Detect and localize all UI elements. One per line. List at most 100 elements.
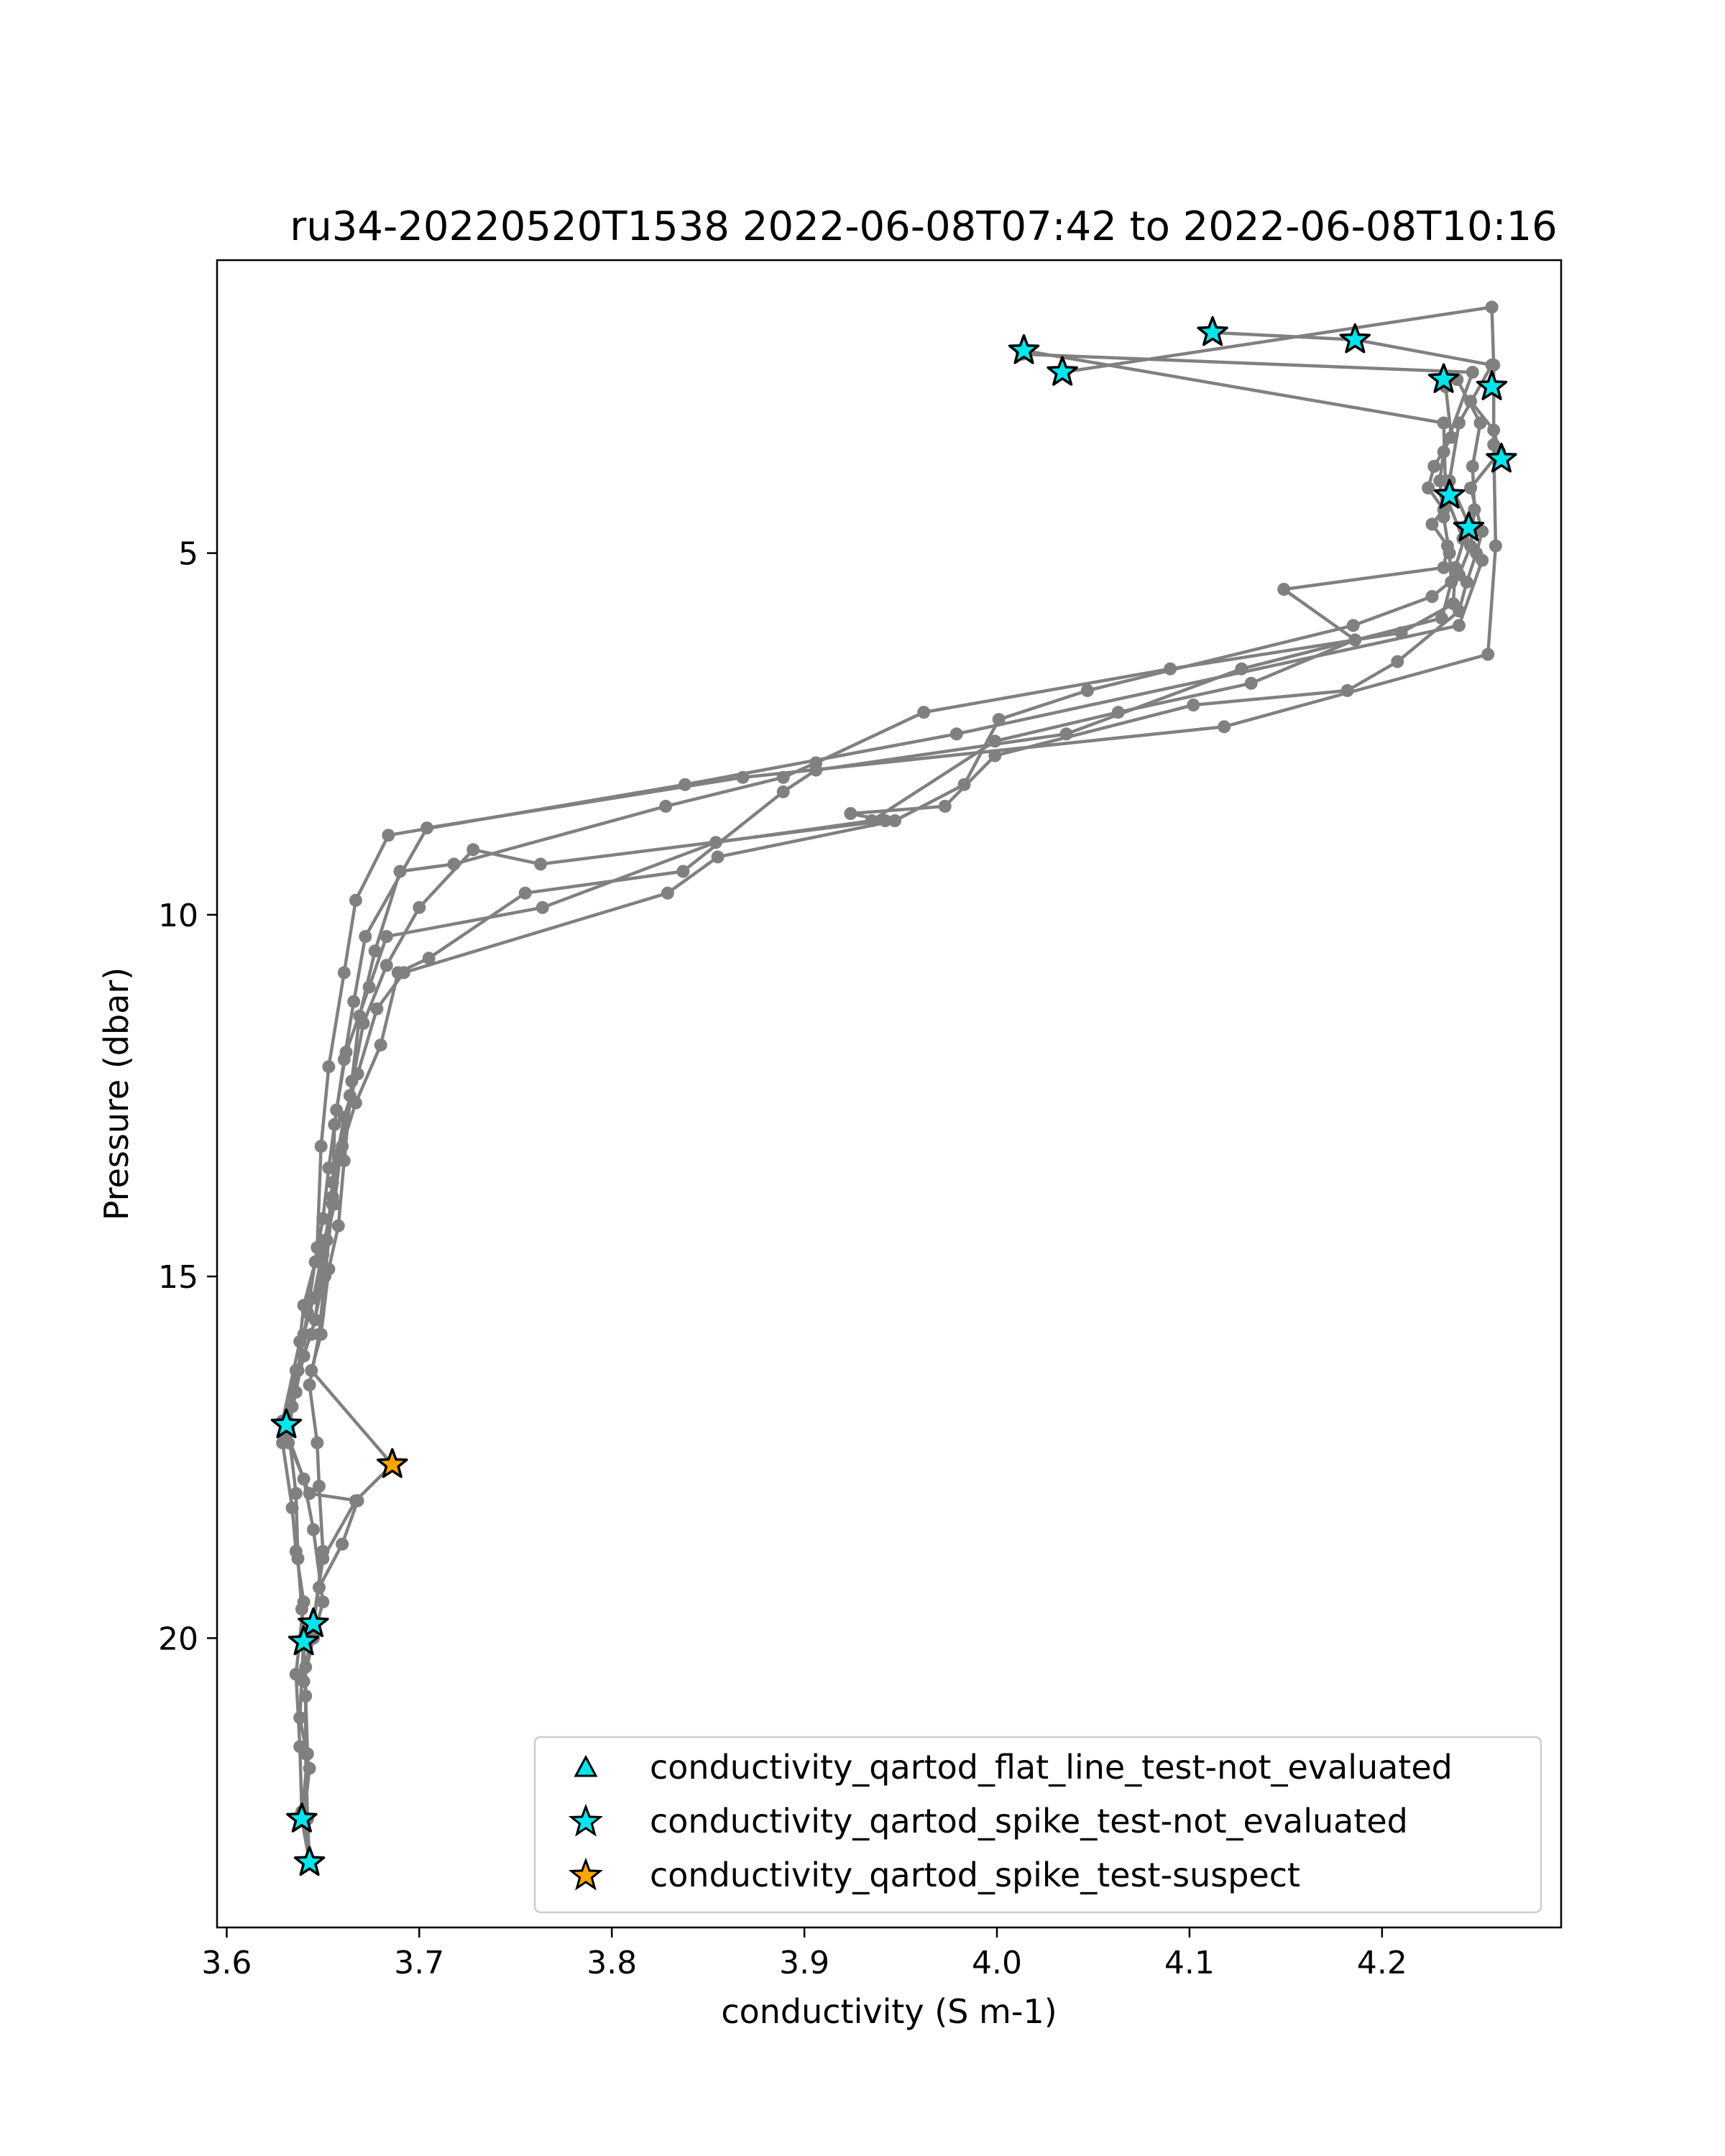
x-axis: 3.6 3.7 3.8 3.9 4.0 4.1 4.2 xyxy=(201,1927,1407,1981)
data-point xyxy=(314,1327,328,1341)
data-point xyxy=(1485,358,1499,372)
data-point xyxy=(988,734,1002,748)
data-point xyxy=(337,966,351,980)
profile-line xyxy=(286,400,1501,1443)
data-point xyxy=(313,1480,326,1493)
data-point xyxy=(393,865,407,878)
data-point xyxy=(1466,366,1479,379)
flag-marker-suspect xyxy=(377,1448,408,1478)
flagged-points-layer xyxy=(270,315,1517,1876)
profile-line xyxy=(286,349,1484,1863)
legend: conductivity_qartod_flat_line_test-not_e… xyxy=(533,1736,1542,1914)
data-point xyxy=(988,749,1002,763)
star-icon xyxy=(568,1857,604,1891)
flag-marker-not-evaluated xyxy=(1453,511,1485,542)
flag-marker-not-evaluated xyxy=(286,1802,318,1833)
flag-marker-not-evaluated xyxy=(1339,323,1371,354)
data-point xyxy=(322,1161,336,1175)
data-point xyxy=(1391,655,1404,668)
legend-label-flat-line-not-evaluated: conductivity_qartod_flat_line_test-not_e… xyxy=(650,1748,1453,1787)
data-point xyxy=(282,1436,295,1450)
star-icon xyxy=(568,1803,604,1837)
legend-label-spike-not-evaluated: conductivity_qartod_spike_test-not_evalu… xyxy=(650,1802,1408,1841)
data-point xyxy=(1466,459,1479,473)
x-tick-label: 4.2 xyxy=(1357,1945,1407,1981)
profile-line xyxy=(298,331,1494,1863)
x-tick-label: 3.7 xyxy=(394,1945,444,1981)
data-point xyxy=(349,893,362,907)
x-axis-label: conductivity (S m-1) xyxy=(721,1992,1057,2031)
data-point xyxy=(844,807,857,820)
data-point xyxy=(368,944,382,958)
data-point xyxy=(1433,474,1447,487)
data-point xyxy=(316,1212,330,1225)
data-point xyxy=(1453,619,1466,632)
data-point xyxy=(659,799,673,813)
data-point xyxy=(362,980,376,994)
data-point xyxy=(888,814,901,827)
data-point xyxy=(466,843,480,857)
data-point xyxy=(736,770,750,784)
data-point xyxy=(878,814,892,827)
data-point xyxy=(420,821,433,835)
data-point xyxy=(307,1523,320,1537)
data-point xyxy=(336,1537,349,1551)
flag-marker-not-evaluated xyxy=(1486,443,1517,473)
data-point xyxy=(1481,648,1495,661)
data-point xyxy=(1470,546,1484,560)
data-point xyxy=(1218,720,1231,734)
data-point xyxy=(1346,619,1360,632)
data-point xyxy=(303,1378,316,1392)
data-point xyxy=(1187,699,1200,711)
flag-marker-not-evaluated xyxy=(1433,479,1466,509)
x-tick-label: 4.0 xyxy=(972,1945,1022,1981)
data-point xyxy=(1427,459,1441,473)
data-point xyxy=(339,1046,353,1059)
legend-marker-spike-not-evaluated xyxy=(568,1803,604,1837)
data-point xyxy=(285,1501,299,1515)
x-tick-label: 3.6 xyxy=(201,1945,252,1981)
data-point xyxy=(917,706,931,719)
data-point xyxy=(1437,416,1450,430)
data-point xyxy=(1277,583,1291,596)
legend-marker-spike-suspect xyxy=(568,1857,604,1891)
data-point xyxy=(1425,517,1439,531)
data-point xyxy=(711,850,724,864)
data-point xyxy=(316,1248,330,1261)
data-point xyxy=(1464,395,1478,408)
data-point xyxy=(535,900,549,914)
profile-series xyxy=(299,300,1502,1869)
data-point xyxy=(1235,662,1248,676)
x-tick-label: 3.8 xyxy=(586,1945,637,1981)
flag-marker-not-evaluated xyxy=(270,1408,303,1439)
data-point xyxy=(328,1197,341,1211)
data-point xyxy=(297,1349,310,1363)
legend-label-spike-suspect: conductivity_qartod_spike_test-suspect xyxy=(650,1856,1300,1894)
y-axis: 5 10 15 20 xyxy=(158,536,217,1657)
flag-marker-not-evaluated xyxy=(1427,363,1460,393)
profile-series xyxy=(282,344,1489,1869)
data-point xyxy=(359,930,372,944)
data-point xyxy=(297,1473,310,1485)
data-point xyxy=(949,727,963,741)
data-point xyxy=(289,1487,303,1501)
data-point xyxy=(1476,525,1489,538)
data-point xyxy=(422,952,436,965)
data-point xyxy=(343,1089,356,1102)
profile-line xyxy=(280,379,1482,1812)
data-point xyxy=(938,799,952,813)
data-point xyxy=(1348,633,1362,647)
data-point xyxy=(1080,683,1094,697)
data-point xyxy=(776,785,790,798)
y-tick-label: 15 xyxy=(158,1259,198,1296)
data-point xyxy=(413,900,426,914)
data-point xyxy=(293,1740,307,1754)
data-point xyxy=(293,1335,307,1348)
data-point xyxy=(289,1667,303,1681)
data-point xyxy=(1440,539,1454,553)
y-axis-label: Pressure (dbar) xyxy=(97,967,136,1220)
flag-marker-not-evaluated xyxy=(1008,334,1040,364)
data-point xyxy=(661,886,674,900)
data-point xyxy=(1111,706,1125,719)
data-point xyxy=(1422,482,1435,494)
